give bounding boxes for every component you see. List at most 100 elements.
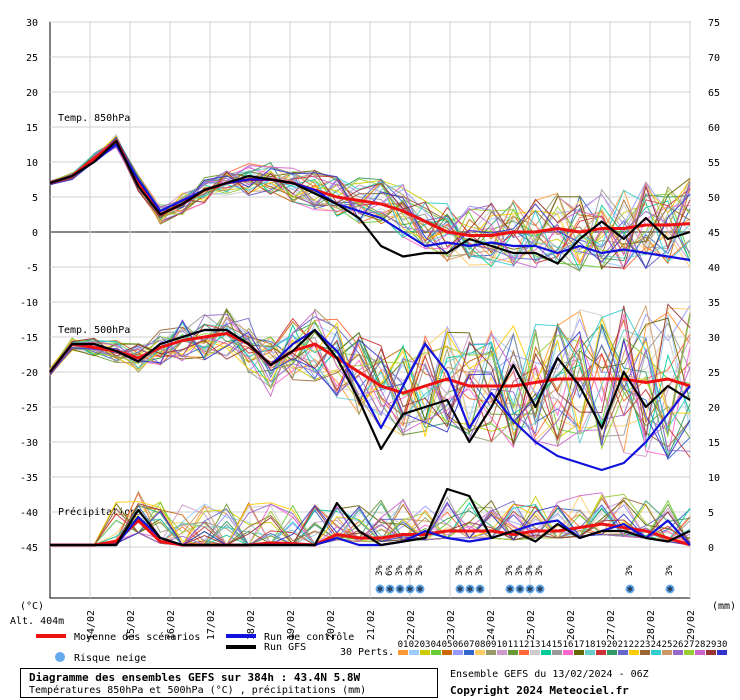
- member-swatch: [717, 650, 727, 655]
- member-id-label: 26: [673, 640, 684, 650]
- member-id-label: 28: [695, 640, 706, 650]
- member-line: [49, 314, 691, 451]
- member-swatch: [552, 650, 562, 655]
- member-swatch: [420, 650, 430, 655]
- member-swatch: [662, 650, 672, 655]
- legend-snow-icon: [55, 652, 65, 662]
- member-id-label: 25: [662, 640, 673, 650]
- snow-icon: [375, 584, 385, 594]
- altitude-label: Alt. 404m: [10, 616, 64, 627]
- snow-icon-glyph: ❄: [627, 585, 633, 595]
- snow-icon: [525, 584, 535, 594]
- member-swatch: [684, 650, 694, 655]
- snow-risk-label: 3%: [415, 565, 425, 576]
- x-tick-label: 26/02: [566, 610, 577, 640]
- member-id-label: 02: [409, 640, 420, 650]
- snow-icon-glyph: ❄: [397, 585, 403, 595]
- chart-title: Diagramme des ensembles GEFS sur 384h : …: [29, 671, 361, 684]
- member-swatch: [508, 650, 518, 655]
- snow-icon-glyph: ❄: [387, 585, 393, 595]
- left-tick-label: 30: [26, 18, 38, 29]
- member-line: [49, 140, 691, 269]
- member-line: [49, 317, 691, 458]
- member-id-label: 03: [420, 640, 431, 650]
- left-tick-label: 0: [32, 228, 38, 239]
- right-tick-label: 15: [708, 438, 720, 449]
- member-swatch: [519, 650, 529, 655]
- right-tick-label: 55: [708, 158, 720, 169]
- x-tick-label: 14/02: [86, 610, 97, 640]
- member-id-label: 23: [640, 640, 651, 650]
- snow-risk-label: 3%: [375, 565, 385, 576]
- member-swatch: [398, 650, 408, 655]
- snow-risk-label: 3%: [455, 565, 465, 576]
- member-line: [49, 318, 691, 447]
- member-swatch: [695, 650, 705, 655]
- member-line: [49, 312, 691, 440]
- x-tick-label: 23/02: [446, 610, 457, 640]
- snow-risk-label: 3%: [525, 565, 535, 576]
- copyright-label: Copyright 2024 Meteociel.fr: [450, 684, 629, 697]
- x-tick-label: 15/02: [126, 610, 137, 640]
- snow-icon-glyph: ❄: [467, 585, 473, 595]
- snow-risk-label: 3%: [625, 565, 635, 576]
- member-swatch: [574, 650, 584, 655]
- right-tick-label: 60: [708, 123, 720, 134]
- snow-risk-label: 3%: [535, 565, 545, 576]
- x-tick-label: 22/02: [406, 610, 417, 640]
- member-swatch: [673, 650, 683, 655]
- snow-icon: [385, 584, 395, 594]
- member-id-label: 27: [684, 640, 695, 650]
- legend-label-mean: Moyenne des scénarios: [74, 631, 200, 643]
- snow-risk-label: 3%: [405, 565, 415, 576]
- left-tick-label: -20: [20, 368, 38, 379]
- member-id-label: 16: [563, 640, 574, 650]
- member-swatch: [596, 650, 606, 655]
- member-id-label: 04: [431, 640, 442, 650]
- legend-label-gfs: Run GFS: [264, 642, 306, 653]
- member-id-label: 15: [552, 640, 563, 650]
- snow-icon: [465, 584, 475, 594]
- member-swatch: [497, 650, 507, 655]
- member-swatch: [629, 650, 639, 655]
- member-id-label: 22: [629, 640, 640, 650]
- right-tick-label: 35: [708, 298, 720, 309]
- right-tick-label: 75: [708, 18, 720, 29]
- snow-icon-glyph: ❄: [667, 585, 673, 595]
- snow-icon: [535, 584, 545, 594]
- member-swatch: [706, 650, 716, 655]
- snow-risk-label: 3%: [395, 565, 405, 576]
- x-tick-label: 17/02: [206, 610, 217, 640]
- snow-icon: [415, 584, 425, 594]
- member-swatch: [453, 650, 463, 655]
- series-line-t500: [49, 328, 691, 451]
- left-tick-label: -15: [20, 333, 38, 344]
- member-swatch: [486, 650, 496, 655]
- member-id-label: 08: [475, 640, 486, 650]
- snow-icon-glyph: ❄: [457, 585, 463, 595]
- member-line: [49, 319, 691, 459]
- member-swatch: [530, 650, 540, 655]
- member-id-label: 24: [651, 640, 662, 650]
- snow-icon: [625, 584, 635, 594]
- left-tick-label: -10: [20, 298, 38, 309]
- snow-icon-glyph: ❄: [407, 585, 413, 595]
- member-id-label: 20: [607, 640, 618, 650]
- snow-icon-glyph: ❄: [417, 585, 423, 595]
- chart-subtitle: Températures 850hPa et 500hPa (°C) , pré…: [29, 685, 367, 696]
- member-swatch: [563, 650, 573, 655]
- left-tick-label: -45: [20, 543, 38, 554]
- right-tick-label: 25: [708, 368, 720, 379]
- member-id-label: 17: [574, 640, 585, 650]
- snow-risk-label: 3%: [505, 565, 515, 576]
- member-swatch: [585, 650, 595, 655]
- left-tick-label: -5: [26, 263, 38, 274]
- member-swatch: [618, 650, 628, 655]
- x-tick-label: 20/02: [326, 610, 337, 640]
- left-tick-label: 5: [32, 193, 38, 204]
- member-id-label: 29: [706, 640, 717, 650]
- right-tick-label: 20: [708, 403, 720, 414]
- right-tick-label: 70: [708, 53, 720, 64]
- member-swatch: [431, 650, 441, 655]
